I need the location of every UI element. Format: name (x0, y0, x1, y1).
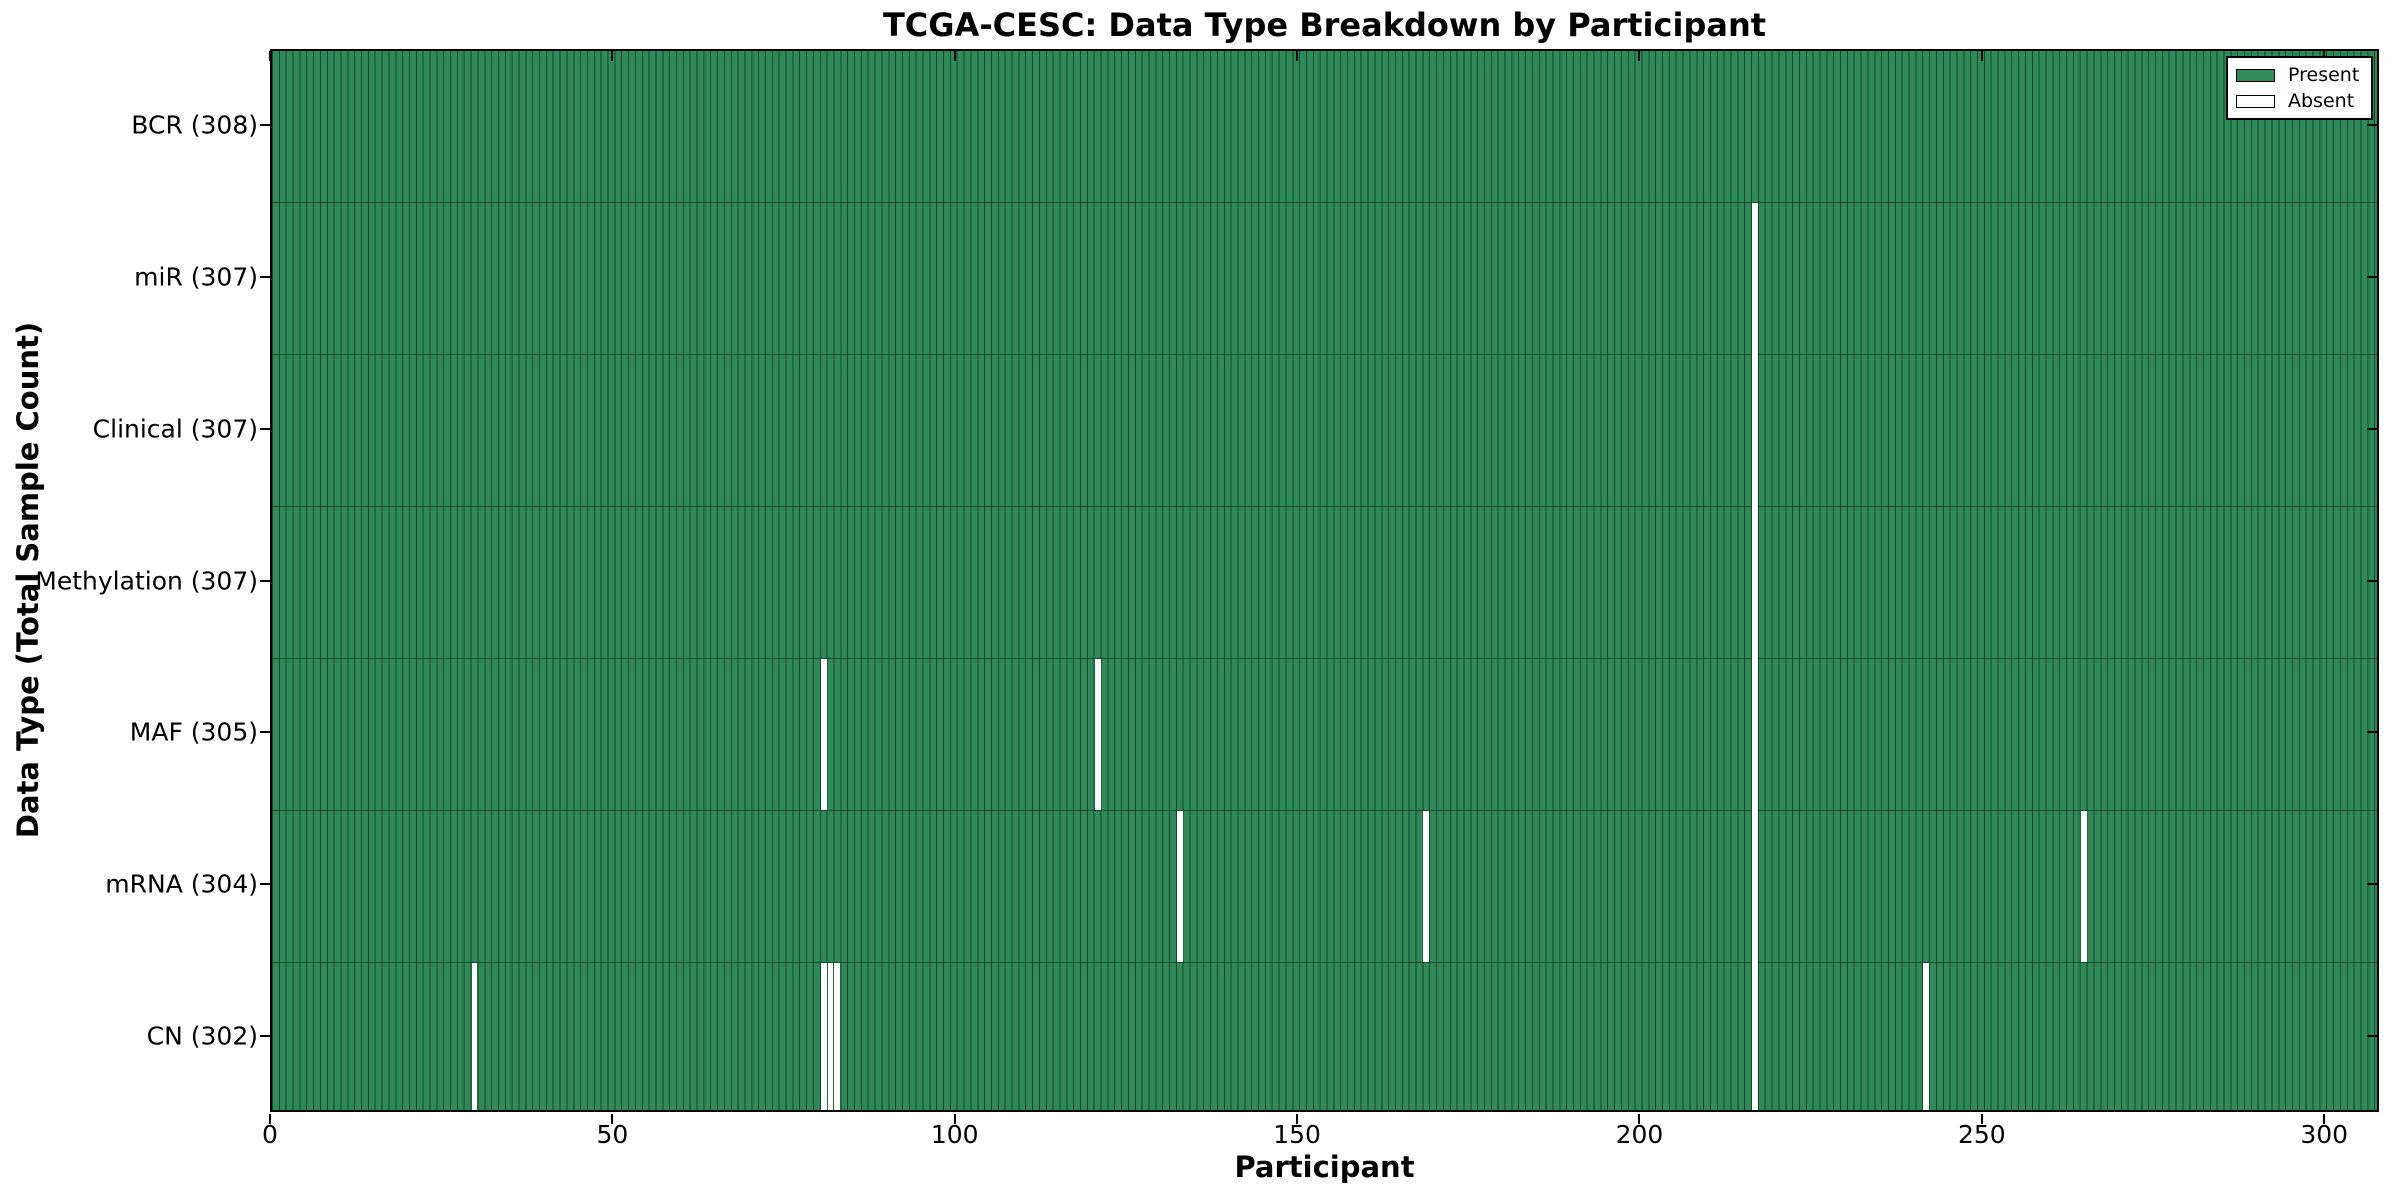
x-tick-label: 50 (596, 1120, 629, 1149)
x-tick-label: 100 (930, 1120, 979, 1149)
y-tick-label: CN (302) (146, 1021, 258, 1051)
y-tick (260, 275, 270, 278)
y-tick (2367, 731, 2377, 734)
absent-cell (2080, 810, 2087, 963)
absent-cell (1423, 810, 1430, 963)
absent-cell (820, 658, 827, 811)
x-tick (269, 51, 271, 61)
y-tick-label: BCR (308) (131, 110, 258, 140)
x-tick (2323, 1114, 2326, 1124)
x-tick (1980, 1114, 1983, 1124)
absent-cell (1752, 203, 1758, 1110)
legend-swatch-absent-icon (2236, 94, 2275, 108)
x-tick-label: 150 (1273, 1120, 1321, 1149)
y-tick (260, 579, 270, 582)
chart-title: TCGA-CESC: Data Type Breakdown by Partic… (882, 6, 1767, 44)
legend: Present Absent (2226, 56, 2373, 120)
legend-item-absent: Absent (2236, 89, 2363, 112)
y-tick (260, 123, 270, 126)
x-tick-label: 300 (2300, 1120, 2349, 1149)
legend-label-present: Present (2288, 63, 2360, 86)
row-boundary (272, 657, 2377, 659)
legend-item-present: Present (2236, 63, 2363, 86)
y-tick (260, 427, 270, 430)
row-boundary (272, 506, 2377, 508)
x-axis-label: Participant (1234, 1150, 1415, 1184)
y-tick (2367, 275, 2377, 278)
row-boundary (272, 354, 2377, 356)
y-tick (2367, 427, 2377, 430)
x-tick (953, 51, 956, 61)
row-boundary (272, 809, 2377, 811)
absent-cell (471, 962, 478, 1110)
x-tick (1638, 1114, 1641, 1124)
y-tick-label: miR (307) (134, 262, 258, 292)
y-tick-label: Clinical (307) (92, 414, 258, 444)
y-tick-label: Methylation (307) (35, 566, 258, 595)
x-tick (1638, 51, 1641, 61)
legend-swatch-present-icon (2236, 68, 2275, 82)
y-tick (260, 731, 270, 734)
row-boundary (272, 961, 2377, 963)
absent-cell (1923, 962, 1930, 1110)
absent-cell (827, 962, 834, 1110)
x-tick (611, 51, 614, 61)
x-tick (269, 1114, 271, 1124)
row-boundary (272, 202, 2377, 204)
y-tick (2367, 579, 2377, 582)
y-tick (260, 883, 270, 886)
y-tick (2367, 883, 2377, 886)
absent-cell (1094, 658, 1101, 811)
legend-label-absent: Absent (2288, 89, 2355, 112)
absent-cell (834, 962, 841, 1110)
y-tick-label: MAF (305) (129, 717, 258, 747)
x-tick-label: 0 (262, 1120, 278, 1149)
x-tick (611, 1114, 614, 1124)
x-tick (1296, 1114, 1299, 1124)
y-tick-label: mRNA (304) (105, 869, 258, 899)
x-tick (1296, 51, 1299, 61)
x-tick (953, 1114, 956, 1124)
plot-area (270, 49, 2379, 1112)
y-tick (2367, 123, 2377, 126)
y-tick (260, 1035, 270, 1038)
x-tick (1980, 51, 1983, 61)
absent-cell (1176, 810, 1183, 963)
x-tick-label: 200 (1615, 1120, 1664, 1149)
x-tick-label: 250 (1957, 1120, 2006, 1149)
absent-cell (820, 962, 827, 1110)
y-tick (2367, 1035, 2377, 1038)
